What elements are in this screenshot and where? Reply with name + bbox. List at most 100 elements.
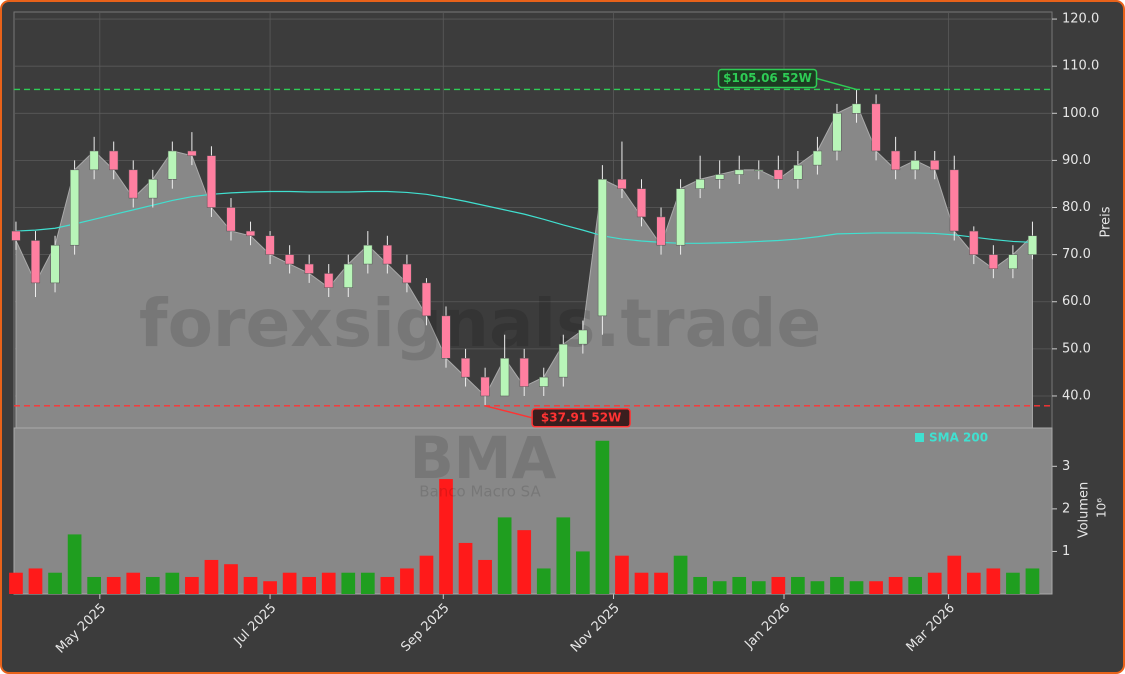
volume-bar	[595, 440, 610, 594]
candle-body	[558, 343, 568, 378]
candle-body	[109, 150, 119, 171]
volume-bar	[380, 576, 395, 594]
volume-bg	[13, 427, 1053, 595]
watermark: forexsignals.trade	[139, 285, 821, 362]
candle-body	[128, 169, 138, 199]
volume-bar	[791, 576, 805, 594]
candle-body	[734, 169, 744, 175]
volume-bar	[87, 576, 101, 594]
volume-bar	[986, 568, 1001, 594]
volume-bar	[1025, 568, 1040, 594]
volume-bar	[67, 534, 82, 594]
annotation-box	[717, 68, 818, 89]
annotation-label: $105.06 52W	[723, 71, 812, 85]
candle-body	[539, 376, 549, 387]
volume-bar	[576, 551, 590, 594]
candle-body	[851, 103, 862, 114]
candle-body	[891, 150, 901, 171]
volume-bar	[634, 572, 649, 594]
volume-bar	[497, 517, 512, 594]
annotation-box	[531, 408, 631, 428]
volume-bar	[693, 576, 707, 594]
candle-body	[167, 150, 177, 180]
candle-body	[988, 254, 998, 270]
axis-multiplier: 10⁶	[1095, 498, 1109, 518]
volume-bar	[849, 581, 864, 594]
volume-bar	[302, 576, 317, 594]
y-tick-label: 80.0	[1062, 200, 1091, 215]
volume-bar	[966, 572, 981, 594]
candle-body	[871, 103, 881, 152]
volume-bar	[185, 576, 199, 594]
candle-body	[245, 230, 256, 237]
watermark-company: Banco Macro SA	[419, 483, 541, 501]
y-tick-label: 3	[1062, 459, 1070, 474]
volume-bar	[556, 517, 571, 594]
volume-bar	[869, 581, 883, 594]
volume-bar	[830, 576, 844, 594]
volume-bar	[28, 568, 43, 594]
candle-body	[363, 244, 373, 265]
candle-body	[773, 169, 783, 180]
candle-body	[676, 188, 686, 246]
candle-body	[226, 207, 236, 232]
candle-body	[343, 263, 353, 288]
annotation-arrow	[484, 405, 533, 419]
candle-body	[930, 160, 940, 171]
legend-label: SMA 200	[929, 431, 988, 445]
volume-bar	[321, 572, 336, 594]
candle-body	[519, 358, 529, 387]
candle-body	[89, 150, 99, 171]
candle-body	[617, 178, 627, 189]
volume-bar	[419, 555, 434, 594]
annotation-arrow	[816, 77, 857, 91]
candle-body	[578, 329, 588, 345]
volume-bar	[888, 576, 903, 594]
candle-body	[754, 169, 764, 172]
candle-body	[597, 178, 607, 317]
volume-bar	[439, 479, 453, 594]
candle-body	[793, 164, 803, 180]
y-tick-label: 110.0	[1062, 59, 1099, 74]
candle-body	[402, 263, 412, 284]
y-tick-label: 100.0	[1062, 106, 1099, 121]
volume-bar	[458, 542, 473, 594]
volume-bar	[341, 572, 356, 594]
candle-body	[382, 244, 392, 265]
volume-bar	[478, 559, 492, 594]
candle-body	[206, 155, 216, 208]
volume-bar	[243, 576, 258, 594]
candle-body	[11, 230, 21, 241]
volume-bar	[165, 572, 180, 594]
volume-bar	[224, 564, 238, 594]
volume-bar	[48, 572, 62, 594]
volume-bar	[536, 568, 551, 594]
candle-body	[441, 315, 451, 359]
watermark-symbol: BMA	[410, 424, 557, 492]
volume-bar	[771, 576, 786, 594]
candle-body	[30, 240, 41, 284]
candle-body	[50, 244, 60, 284]
volume-bar	[204, 559, 219, 594]
candle-body	[969, 230, 979, 255]
y-tick-label: 60.0	[1062, 294, 1091, 309]
annotation-label: $37.91 52W	[541, 410, 621, 424]
volume-bar	[263, 581, 277, 594]
volume-bar	[712, 581, 727, 594]
candle-body	[148, 178, 158, 199]
y-tick-label: 70.0	[1062, 247, 1091, 262]
candle-body	[812, 150, 822, 166]
volume-bar	[908, 576, 923, 594]
y-tick-label: 1	[1062, 544, 1070, 559]
candle-body	[715, 174, 725, 180]
volume-bar	[126, 572, 141, 594]
candle-body	[1008, 254, 1018, 270]
volume-bar	[360, 572, 375, 594]
volume-bar	[9, 572, 23, 594]
candle-body	[461, 358, 471, 378]
candle-body	[285, 254, 295, 265]
candle-body	[656, 216, 666, 246]
volume-bar	[1006, 572, 1020, 594]
volume-bar	[106, 576, 121, 594]
candle-body	[187, 150, 197, 156]
